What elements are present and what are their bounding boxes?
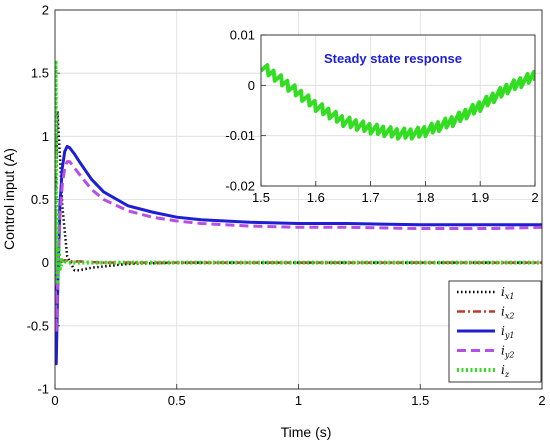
main-frame <box>54 9 543 390</box>
x-axis-label: Time (s) <box>281 424 332 440</box>
inset-x-tick-label: 1.6 <box>307 190 325 205</box>
main-x-tick-label: 1 <box>295 393 302 408</box>
inset-y-tick-label: 0 <box>248 78 255 93</box>
legend: ix1 ix2 iy1 iy2 iz <box>448 280 542 383</box>
legend-label: iy2 <box>501 344 514 360</box>
inset-plot: 1.5 1.6 1.7 1.8 1.9 2 -0.02 -0.01 0 0.01 <box>225 28 538 206</box>
inset-title: Steady state response <box>324 51 462 66</box>
legend-label: ix1 <box>501 285 514 301</box>
inset-y-tick-label: -0.01 <box>225 128 255 143</box>
main-y-tick-label: -0.5 <box>27 318 49 333</box>
legend-label: iz <box>501 363 510 379</box>
inset-x-tick-label: 1.9 <box>471 190 489 205</box>
main-y-tick-label: 2 <box>42 3 49 18</box>
main-x-tick-label: 0.5 <box>168 393 186 408</box>
main-y-tick-label: 1.5 <box>31 66 49 81</box>
inset-y-tick-label: 0.01 <box>230 28 255 43</box>
inset-y-tick-label: -0.02 <box>225 179 255 194</box>
legend-label: iy1 <box>501 324 514 340</box>
main-series-group <box>55 58 542 366</box>
main-y-tick-label: 0 <box>42 255 49 270</box>
main-y-tick-label: 0.5 <box>31 192 49 207</box>
main-x-tick-label: 0 <box>51 393 58 408</box>
inset-x-tick-label: 1.8 <box>416 190 434 205</box>
main-x-tick-label: 1.5 <box>411 393 429 408</box>
inset-series-group <box>261 63 535 141</box>
main-series-line-4 <box>55 58 542 284</box>
inset-x-tick-label: 1.5 <box>252 190 270 205</box>
inset-series-line-0 <box>261 63 535 141</box>
legend-label: ix2 <box>501 305 514 321</box>
main-y-tick-label: -1 <box>37 382 49 397</box>
y-axis-label: Control input (A) <box>1 148 17 250</box>
inset-background <box>261 35 535 186</box>
main-x-tick-label: 2 <box>538 393 545 408</box>
inset-x-tick-label: 2 <box>531 190 538 205</box>
main-series-line-1 <box>55 258 542 296</box>
inset-frame <box>260 34 536 187</box>
main-series-line-3 <box>55 160 542 334</box>
inset-x-tick-label: 1.7 <box>362 190 380 205</box>
main-y-tick-label: 1 <box>42 129 49 144</box>
